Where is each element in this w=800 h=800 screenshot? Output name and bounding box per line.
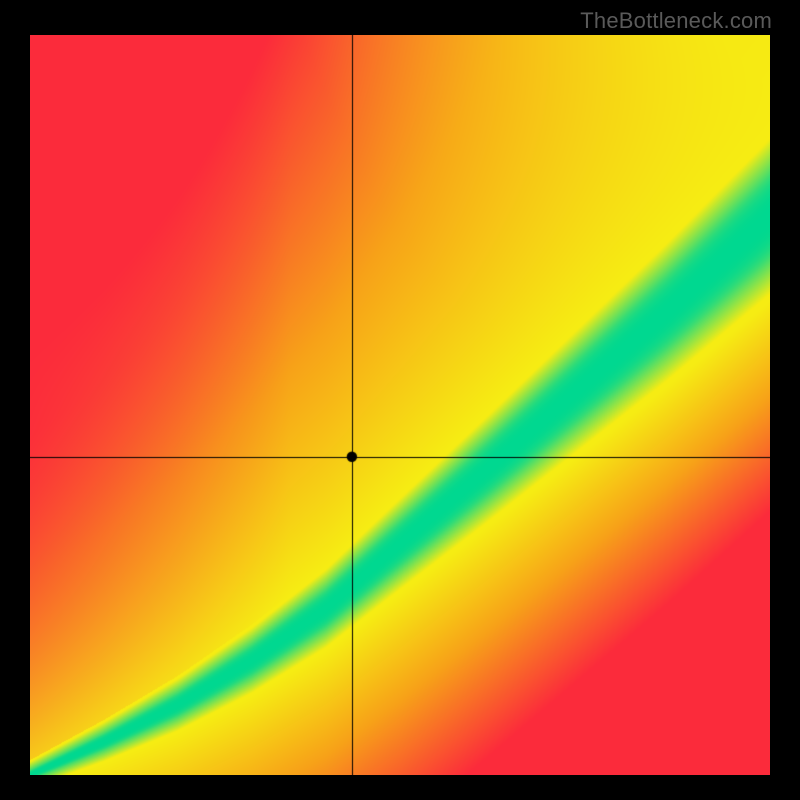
chart-container: TheBottleneck.com: [0, 0, 800, 800]
plot-area: [30, 35, 770, 775]
watermark-text: TheBottleneck.com: [580, 8, 772, 34]
heatmap-canvas: [30, 35, 770, 775]
